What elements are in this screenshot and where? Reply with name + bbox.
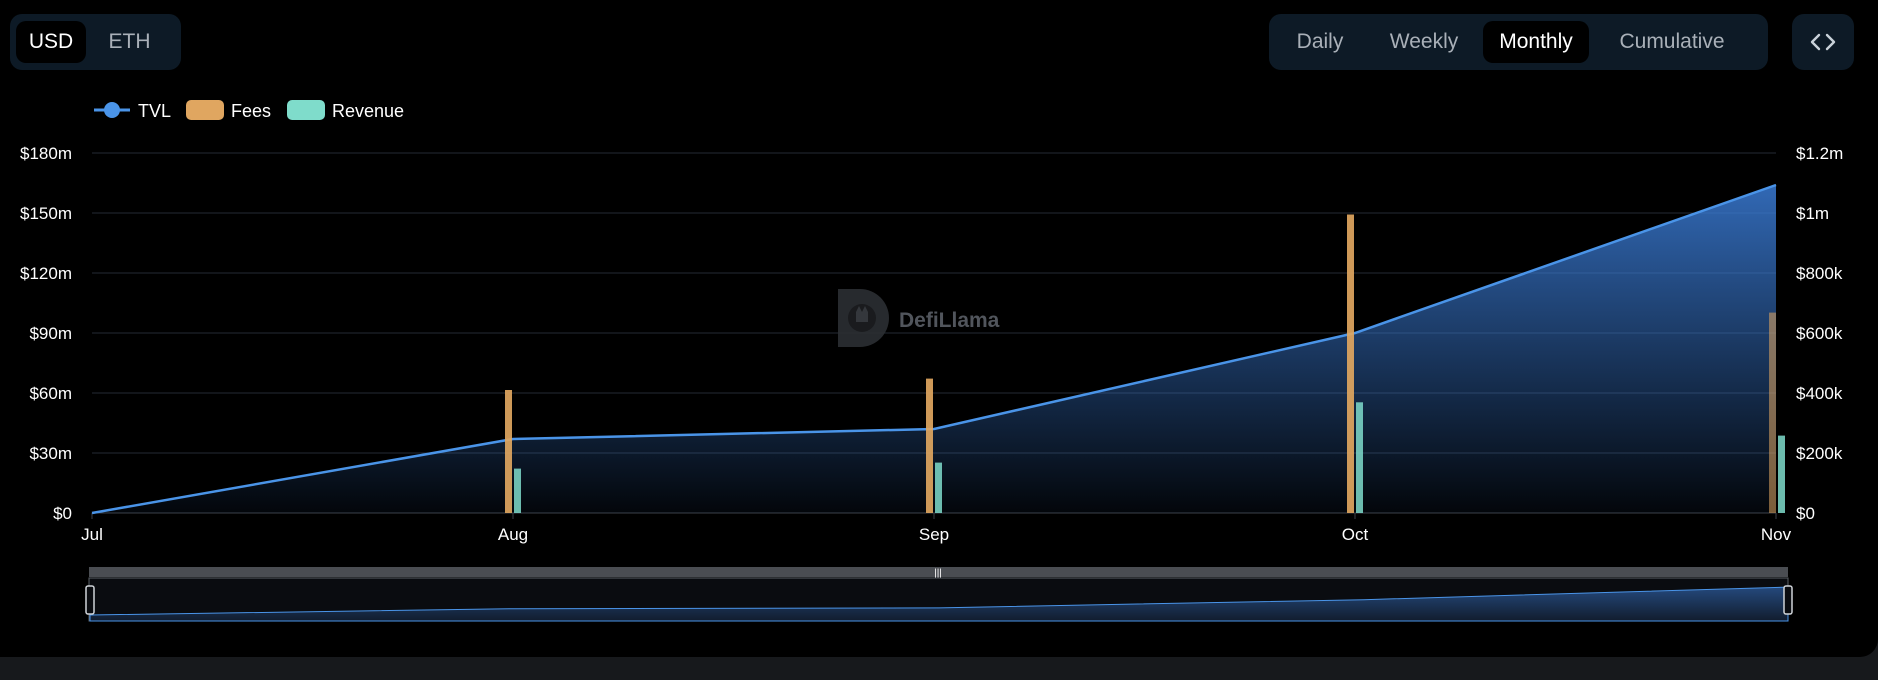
legend-tvl-label: TVL (138, 101, 171, 121)
revenue-bar[interactable] (514, 468, 521, 513)
y-right-tick-label: $1.2m (1796, 144, 1843, 163)
x-tick-label: Oct (1342, 525, 1369, 544)
y-left-tick-label: $90m (29, 324, 72, 343)
revenue-bar[interactable] (1356, 402, 1363, 513)
legend-fees-swatch (186, 100, 224, 120)
zoom-handle-right[interactable] (1783, 585, 1793, 615)
monthly-button[interactable]: Monthly (1483, 21, 1589, 63)
x-tick-label: Sep (919, 525, 949, 544)
zoom-grip-icon[interactable]: ||| (934, 568, 942, 579)
zoom-handle-left[interactable] (85, 585, 95, 615)
fees-bar[interactable] (1347, 214, 1354, 514)
chart-panel: USD ETH Daily Weekly Monthly Cumulative (0, 0, 1878, 657)
revenue-bar[interactable] (1778, 435, 1785, 513)
y-right-tick-label: $800k (1796, 264, 1843, 283)
legend-revenue-label: Revenue (332, 101, 404, 121)
y-left-tick-label: $120m (20, 264, 72, 283)
x-tick-label: Nov (1761, 525, 1792, 544)
legend-revenue-swatch (287, 100, 325, 120)
x-axis: Jul Aug Sep Oct Nov (81, 513, 1792, 544)
legend-tvl-dot (104, 102, 120, 118)
tvl-area (92, 185, 1776, 513)
y-left-tick-label: $180m (20, 144, 72, 163)
x-tick-label: Aug (498, 525, 528, 544)
tvl-series (91, 183, 1777, 515)
usd-button[interactable]: USD (16, 21, 86, 63)
y-left-tick-label: $0 (53, 504, 72, 523)
legend: TVL Fees Revenue (94, 100, 404, 121)
bar-series (505, 214, 1785, 514)
revenue-bar[interactable] (935, 462, 942, 513)
legend-fees-label: Fees (231, 101, 271, 121)
fees-bar[interactable] (505, 390, 512, 513)
eth-button[interactable]: ETH (108, 30, 151, 53)
currency-toggle: USD ETH (10, 14, 181, 70)
zoom-preview-area (89, 586, 1789, 622)
embed-code-button[interactable] (1792, 14, 1854, 70)
period-toggle: Daily Weekly Monthly Cumulative (1269, 14, 1768, 70)
watermark-text: DefiLlama (899, 309, 1000, 332)
y-right-tick-label: $600k (1796, 324, 1843, 343)
legend-item-tvl[interactable]: TVL (94, 101, 171, 121)
legend-item-fees[interactable]: Fees (186, 100, 271, 121)
fees-bar[interactable] (926, 378, 933, 513)
zoom-slider-bar[interactable] (89, 567, 1788, 577)
fees-bar[interactable] (1769, 312, 1776, 513)
weekly-button[interactable]: Weekly (1389, 30, 1459, 53)
y-left-tick-label: $30m (29, 444, 72, 463)
cumulative-button[interactable]: Cumulative (1619, 30, 1725, 53)
x-tick-label: Jul (81, 525, 103, 544)
chart: TVL Fees Revenue $0 $30m $60m $90m $120m $150… (20, 100, 1843, 622)
y-axis-right: $0 $200k $400k $600k $800k $1m $1.2m (1796, 144, 1843, 523)
y-axis-left: $0 $30m $60m $90m $120m $150m $180m (20, 144, 72, 523)
y-right-tick-label: $400k (1796, 384, 1843, 403)
y-right-tick-label: $1m (1796, 204, 1829, 223)
zoom-slider[interactable]: ||| (85, 567, 1793, 622)
y-right-tick-label: $0 (1796, 504, 1815, 523)
legend-item-revenue[interactable]: Revenue (287, 100, 404, 121)
daily-button[interactable]: Daily (1296, 30, 1344, 53)
llama-logo-icon (838, 289, 889, 347)
code-icon (1810, 33, 1836, 51)
y-right-tick-label: $200k (1796, 444, 1843, 463)
y-left-tick-label: $150m (20, 204, 72, 223)
watermark: DefiLlama (838, 289, 1000, 347)
tvl-line (91, 183, 1777, 515)
y-left-tick-label: $60m (29, 384, 72, 403)
